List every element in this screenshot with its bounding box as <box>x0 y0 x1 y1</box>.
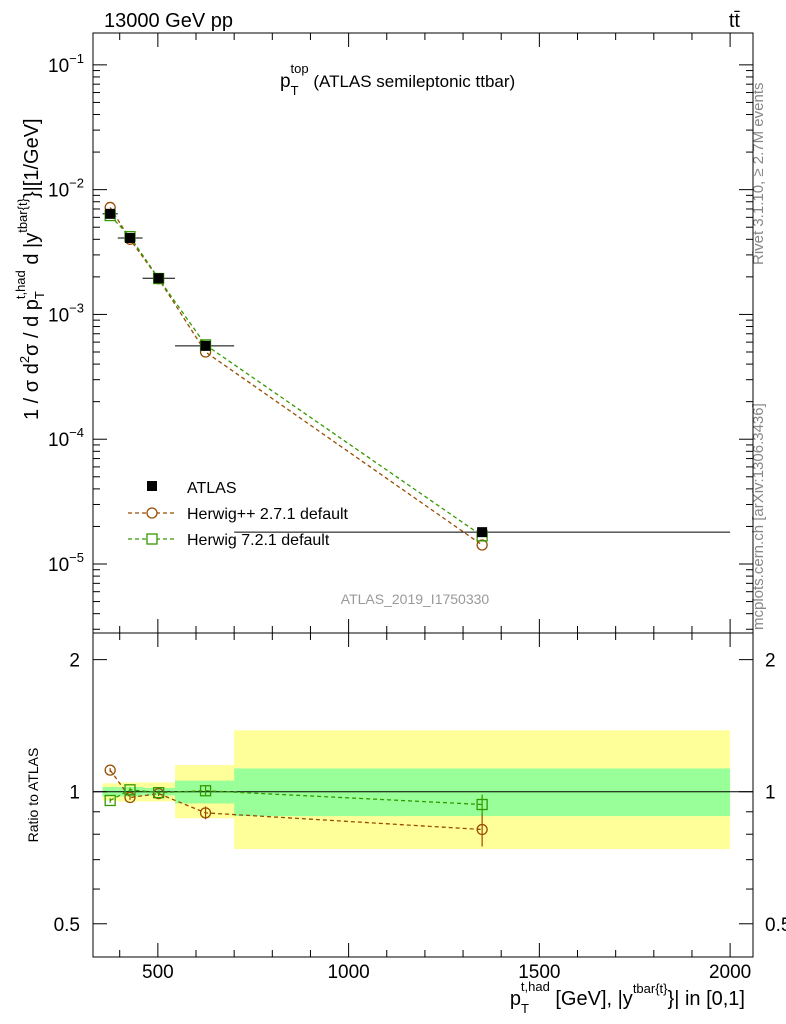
analysis-label: ATLAS_2019_I1750330 <box>341 591 490 607</box>
ratio-plot-data <box>104 764 488 847</box>
atlas-point <box>200 340 211 351</box>
ratio-y-tick-label-right: 2 <box>765 651 776 672</box>
main-plot-data <box>102 201 731 551</box>
ratio-y-tick-label-left: 2 <box>69 651 80 672</box>
ratio-uncertainty-bands <box>93 730 753 850</box>
ratio-point-herwigpp <box>476 823 488 836</box>
legend-label-herwig7: Herwig 7.2.1 default <box>187 532 330 549</box>
ratio-y-tick-label-left: 0.5 <box>54 915 80 936</box>
x-axis-label: pTt,had [GeV], |ytbar{t}}| in [0,1] <box>510 979 745 1016</box>
main-y-axis: 10−510−410−310−210−1 <box>48 33 753 633</box>
main-y-tick-label: 10−4 <box>48 425 84 451</box>
main-y-tick-label-base: 10 <box>48 430 69 451</box>
legend-item-herwig7: Herwig 7.2.1 default <box>128 532 330 549</box>
ratio-x-tick-label: 1000 <box>327 962 369 983</box>
ratio-point-herwigpp <box>124 791 136 804</box>
ratio-point-herwigpp <box>199 807 212 819</box>
main-y-axis-label: 1 / σ d2σ / d pTt,had d |ytbar{t}}|[1/Ge… <box>13 118 47 420</box>
main-y-tick-label-base: 10 <box>48 305 69 326</box>
main-y-tick-label-base: 10 <box>48 56 69 77</box>
mcplots-label: mcplots.cern.ch [arXiv:1306.3436] <box>750 403 767 630</box>
ratio-point-herwig7 <box>152 787 165 799</box>
ratio-x-tick-label: 2000 <box>709 962 751 983</box>
ratio-y-tick-label-left: 1 <box>69 783 80 804</box>
legend-marker-open-circle <box>146 507 158 519</box>
ratio-plot-panel: 0.5 0.5 1 1 2 2 500 1000 1500 2000 Ratio to ATLA… <box>25 632 786 1016</box>
legend-item-atlas: ATLAS <box>147 480 237 497</box>
main-y-tick-label-exp: −3 <box>69 300 84 315</box>
main-y-tick-label-exp: −5 <box>69 550 84 565</box>
legend-label-herwigpp: Herwig++ 2.7.1 default <box>187 506 349 523</box>
atlas-point <box>477 527 488 538</box>
ratio-y-tick-label-right: 1 <box>765 783 776 804</box>
ratio-y-axis: 0.5 0.5 1 1 2 2 <box>54 651 786 936</box>
main-y-tick-label-base: 10 <box>48 555 69 576</box>
atlas-point <box>105 208 116 219</box>
main-series-line-herwigpp <box>109 207 483 546</box>
collision-label: 13000 GeV pp <box>104 10 233 32</box>
process-label: tt̄ <box>729 10 741 32</box>
main-y-tick-label: 10−3 <box>48 300 84 326</box>
main-series-line-herwig7 <box>109 215 483 537</box>
main-y-tick-label: 10−1 <box>48 51 84 77</box>
ratio-point-herwig7 <box>104 794 116 807</box>
ratio-point-herwig7 <box>476 798 488 811</box>
ratio-y-axis-label: Ratio to ATLAS <box>25 748 41 843</box>
ratio-y-tick-label-right: 0.5 <box>765 915 786 936</box>
herwigpp-point <box>476 539 488 551</box>
main-y-tick-label: 10−5 <box>48 550 84 576</box>
atlas-point <box>153 273 164 284</box>
ratio-point-herwigpp <box>104 764 116 776</box>
ratio-plot-frame <box>92 632 754 958</box>
ratio-x-tick-label: 1500 <box>518 962 560 983</box>
legend-marker-filled-square <box>147 481 157 491</box>
legend-item-herwigpp: Herwig++ 2.7.1 default <box>128 506 349 523</box>
ratio-x-tick-label: 500 <box>142 962 174 983</box>
main-y-tick-label-exp: −4 <box>69 425 84 440</box>
main-y-tick-label-exp: −2 <box>69 176 84 191</box>
rivet-version-label: Rivet 3.1.10, ≥ 2.7M events <box>750 83 767 266</box>
plot-title: pTtop (ATLAS semileptonic ttbar) <box>280 61 515 98</box>
main-y-tick-label: 10−2 <box>48 176 84 202</box>
legend-label-atlas: ATLAS <box>187 480 237 497</box>
legend: ATLAS Herwig++ 2.7.1 default Herwig 7.2.… <box>128 480 349 549</box>
ratio-x-axis: 500 1000 1500 2000 <box>119 633 751 983</box>
atlas-point <box>125 232 136 243</box>
main-y-tick-label-base: 10 <box>48 181 69 202</box>
main-y-tick-label-exp: −1 <box>69 51 84 66</box>
ratio-point-herwig7 <box>199 785 212 797</box>
legend-marker-open-square <box>146 533 158 545</box>
ratio-series-line-herwigpp <box>109 769 483 831</box>
ratio-point-herwig7 <box>124 784 136 796</box>
main-plot-panel: 10−510−410−310−210−1 pTtop (ATLAS semile… <box>13 32 754 634</box>
